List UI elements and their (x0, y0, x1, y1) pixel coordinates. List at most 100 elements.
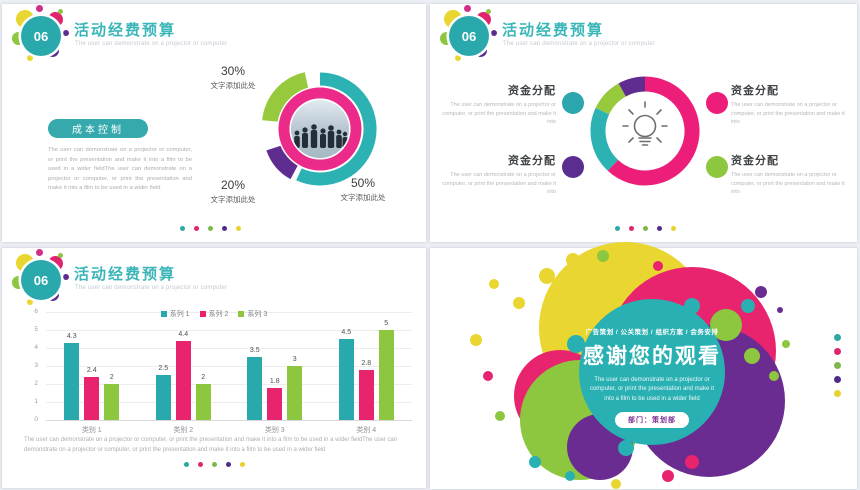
splash-blob (27, 55, 33, 61)
slide-subtitle: The user can demonstrate on a projector … (75, 41, 228, 47)
bar (378, 330, 394, 420)
bar (287, 366, 303, 420)
bar (64, 342, 80, 420)
fund-item-text: The user can demonstrate on a projector … (442, 102, 556, 126)
legend-item: 系列 3 (238, 309, 267, 319)
donut-chart (590, 76, 700, 186)
x-axis-category: 类别 1 (81, 427, 102, 434)
section-number-badge: 06 (440, 5, 498, 66)
slide-subtitle: The user can demonstrate on a projector … (75, 285, 228, 291)
section-number-badge: 06 (12, 5, 70, 66)
donut-segment-purple (618, 76, 646, 97)
decor-circle (776, 394, 784, 402)
decor-circle (662, 470, 674, 482)
bar (267, 387, 283, 420)
splash-blob (36, 5, 43, 12)
fund-item-heading: 资金分配 (508, 155, 556, 167)
section-number-badge: 06 (12, 249, 70, 310)
decor-circle (751, 407, 769, 425)
gridline (46, 348, 412, 349)
donut-pink-ring (278, 87, 362, 171)
pie-percent: 30% (220, 64, 246, 78)
decor-circle (685, 455, 699, 469)
bar (358, 369, 374, 420)
body-text: The user can demonstrate on a projector … (48, 147, 192, 192)
slide-thumbnail-fund-allocation[interactable]: 06 活动经费预算 The user can demonstrate on a … (430, 4, 857, 242)
decor-circle (566, 253, 580, 267)
bar (84, 376, 100, 420)
slide-thumbnail-thank-you[interactable]: 广告策划 / 公关策划 / 组织方案 / 会务安排 感谢您的观看 The use… (430, 242, 857, 489)
section-number: 06 (21, 16, 61, 56)
bar (195, 384, 211, 420)
donut-segment-50 (296, 72, 377, 186)
fund-item-text: The user can demonstrate on a projector … (731, 102, 845, 126)
fund-item-text: The user can demonstrate on a projector … (442, 172, 556, 196)
slide-title: 活动经费预算 (502, 22, 605, 39)
splash-blob (63, 274, 69, 280)
item-dot-teal (562, 92, 584, 114)
gridline (46, 312, 412, 313)
splash-blob (58, 253, 63, 258)
bar-value-label: 5 (384, 320, 389, 327)
bar-value-label: 4.5 (341, 329, 352, 336)
decor-circle (489, 279, 499, 289)
fund-item-heading: 资金分配 (508, 85, 556, 97)
splash-blob (27, 299, 33, 305)
legend-label: 系列 3 (247, 311, 268, 318)
pie-caption: 文字添加此处 (340, 193, 386, 202)
splash-blob (58, 9, 63, 14)
decor-circle (782, 340, 790, 348)
chart-legend: 系列 1 系列 2 系列 3 (16, 309, 412, 319)
legend-item: 系列 1 (160, 309, 190, 319)
pie-label-50: 50% 文字添加此处 (318, 176, 408, 203)
bar (175, 340, 191, 420)
donut-segment-teal (590, 107, 619, 171)
item-dot-pink (706, 92, 728, 114)
fund-item: 资金分配 The user can demonstrate on a proje… (436, 82, 556, 127)
slide-title: 活动经费预算 (74, 266, 177, 283)
x-axis-category: 类别 3 (264, 427, 285, 434)
legend-label: 系列 2 (208, 311, 229, 318)
decor-circle (769, 371, 779, 381)
pie-label-30: 30% 文字添加此处 (191, 64, 275, 91)
splash-blob (63, 30, 69, 36)
fund-item-heading: 资金分配 (731, 85, 779, 97)
pagination-dots (615, 226, 676, 231)
bar (338, 339, 354, 420)
decor-circle (744, 348, 760, 364)
tagline: 广告策划 / 公关策划 / 组织方案 / 会务安排 (585, 329, 719, 336)
splash-blob (36, 249, 43, 256)
y-axis-tick: 0 (34, 416, 38, 423)
decor-circle (741, 299, 755, 313)
legend-label: 系列 1 (169, 311, 190, 318)
decor-circle (567, 335, 585, 353)
bar (247, 357, 263, 420)
decor-circle (495, 411, 505, 421)
decor-circle (529, 456, 541, 468)
bar-value-label: 4.3 (66, 332, 77, 340)
pie-percent: 20% (220, 178, 246, 192)
pie-percent: 50% (350, 176, 376, 190)
cost-control-button[interactable]: 成本控制 (48, 119, 148, 138)
decor-circle (653, 261, 663, 271)
decor-circle (755, 286, 767, 298)
slide-subtitle: The user can demonstrate on a projector … (503, 41, 656, 47)
fund-item: 资金分配 The user can demonstrate on a proje… (436, 152, 556, 197)
thank-you-title: 感谢您的观看 (583, 345, 721, 368)
splash-blob (491, 30, 497, 36)
section-number: 06 (21, 260, 61, 300)
decor-circle (777, 307, 783, 313)
slide-thumbnail-budget-pie[interactable]: 06 活动经费预算 The user can demonstrate on a … (2, 4, 426, 242)
bar-value-label: 1.8 (269, 377, 280, 385)
section-number: 06 (449, 16, 489, 56)
y-axis-tick: 3 (34, 362, 38, 369)
thank-you-text: The user can demonstrate on a projector … (589, 377, 715, 402)
donut-chart (262, 72, 377, 186)
slide-thumbnail-budget-bars[interactable]: 06 活动经费预算 The user can demonstrate on a … (2, 248, 426, 488)
gridline (46, 420, 412, 421)
bar (104, 384, 120, 420)
splash-blob (455, 55, 461, 61)
slide-title: 活动经费预算 (74, 22, 177, 39)
legend-swatch (160, 311, 167, 317)
